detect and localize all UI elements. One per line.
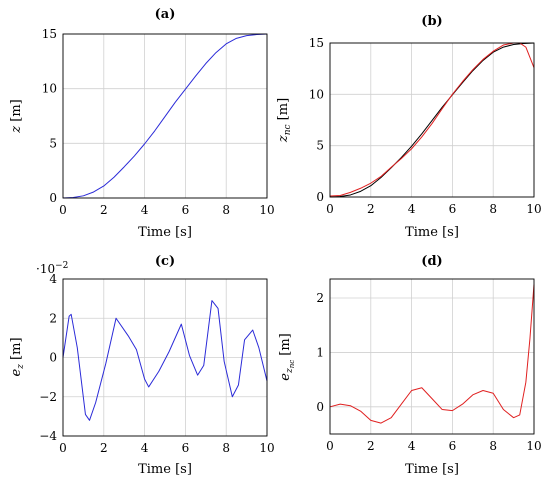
x-tick-label: 0 <box>326 202 334 216</box>
panel-c-grid <box>62 278 268 437</box>
panel-b-series <box>329 42 535 198</box>
panel-a-frame <box>62 33 268 199</box>
series-line-b-0 <box>329 42 535 198</box>
panel-b-xlabel: Time [s] <box>405 225 459 240</box>
series-line-a-0 <box>62 33 268 199</box>
x-tick-label: 2 <box>100 203 108 217</box>
panel-a-ticks: 0 2 4 6 8 10 0 5 10 15 <box>42 27 275 217</box>
x-tick-label: 10 <box>259 441 274 455</box>
y-tick-label: 10 <box>309 87 324 101</box>
y-tick-label: 5 <box>49 136 57 150</box>
y-tick-label: 15 <box>42 27 57 41</box>
y-tick-label: 0 <box>49 351 57 365</box>
x-tick-label: 2 <box>100 441 108 455</box>
y-tick-label: 15 <box>309 36 324 50</box>
x-tick-label: 4 <box>408 439 416 453</box>
x-tick-label: 8 <box>489 202 497 216</box>
x-tick-label: 10 <box>259 203 274 217</box>
series-line-c-0 <box>62 300 268 421</box>
panel-c-title: (c) <box>155 254 175 269</box>
x-tick-label: 6 <box>182 441 190 455</box>
x-tick-label: 2 <box>367 202 375 216</box>
y-tick-label: 0 <box>316 400 324 414</box>
panel-d-ticks: 0 2 4 6 8 10 0 1 2 <box>316 291 541 453</box>
panel-a-xlabel: Time [s] <box>138 225 192 240</box>
panel-d-ylabel: eznc [m] <box>278 333 296 381</box>
panel-b-title: (b) <box>421 14 442 29</box>
x-tick-label: 0 <box>59 203 67 217</box>
y-tick-label: 5 <box>316 139 324 153</box>
x-tick-label: 0 <box>59 441 67 455</box>
panel-c-xlabel: Time [s] <box>138 462 192 477</box>
panel-c-frame <box>62 278 268 437</box>
panel-c-series <box>62 300 268 421</box>
series-line-b-1 <box>329 42 535 197</box>
panel-b-ylabel: znc [m] <box>276 98 293 143</box>
x-tick-label: 6 <box>449 439 457 453</box>
x-tick-label: 2 <box>367 439 375 453</box>
x-tick-label: 8 <box>222 203 230 217</box>
panel-b-frame <box>329 42 535 198</box>
y-tick-label: 4 <box>49 272 57 286</box>
panel-a-title: (a) <box>155 7 176 22</box>
panel-d: (d) 0 2 4 6 8 10 0 1 2 Time [s] eznc [m] <box>278 254 542 477</box>
y-tick-label: 2 <box>316 291 324 305</box>
panel-d-title: (d) <box>421 254 442 269</box>
y-tick-label: −4 <box>39 429 57 443</box>
x-tick-label: 6 <box>182 203 190 217</box>
y-tick-label: −2 <box>39 390 57 404</box>
panel-a: (a) 0 2 4 6 8 10 0 5 10 15 Time [s] z [m] <box>9 7 275 240</box>
x-tick-label: 4 <box>408 202 416 216</box>
panel-c-ylabel: ez [m] <box>9 337 26 376</box>
y-tick-label: 2 <box>49 311 57 325</box>
x-tick-label: 0 <box>326 439 334 453</box>
y-tick-label: 0 <box>316 190 324 204</box>
y-tick-label: 0 <box>49 191 57 205</box>
x-tick-label: 8 <box>489 439 497 453</box>
x-tick-label: 6 <box>449 202 457 216</box>
panel-b: (b) 0 2 4 6 8 10 0 5 10 15 Time [s] znc [m] <box>276 14 542 240</box>
panel-a-series <box>62 33 268 199</box>
x-tick-label: 4 <box>141 203 149 217</box>
x-tick-label: 10 <box>526 439 541 453</box>
x-tick-label: 4 <box>141 441 149 455</box>
x-tick-label: 10 <box>526 202 541 216</box>
y-tick-label: 10 <box>42 82 57 96</box>
panel-d-frame <box>329 278 535 435</box>
panel-a-ylabel: z [m] <box>9 99 24 133</box>
panel-d-series <box>329 284 535 424</box>
x-tick-label: 8 <box>222 441 230 455</box>
panel-b-ticks: 0 2 4 6 8 10 0 5 10 15 <box>309 36 542 216</box>
panel-c-ticks: 0 2 4 6 8 10 −4 −2 0 2 4 <box>39 272 274 455</box>
panel-d-xlabel: Time [s] <box>405 462 459 477</box>
series-line-d-0 <box>329 284 535 424</box>
y-tick-label: 1 <box>316 345 324 359</box>
